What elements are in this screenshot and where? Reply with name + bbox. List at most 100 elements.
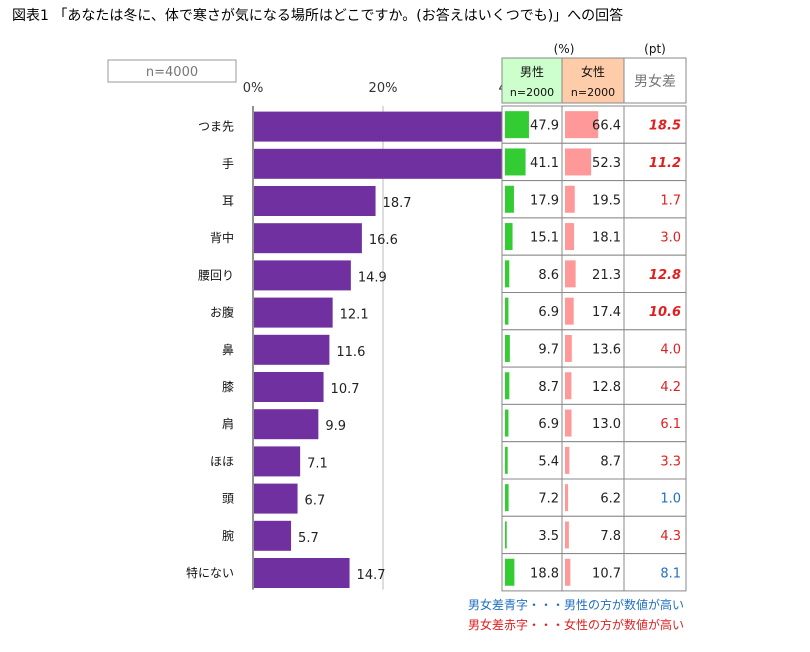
male-bar (505, 297, 509, 325)
female-value: 10.7 (592, 566, 621, 581)
diff-value: 12.8 (649, 268, 681, 283)
male-value: 3.5 (538, 529, 559, 544)
category-label: 腕 (222, 528, 234, 543)
diff-cell (623, 403, 687, 443)
female-bar (565, 185, 575, 213)
diff-value: 1.7 (660, 193, 681, 208)
female-value: 19.5 (592, 193, 621, 208)
bar (254, 409, 319, 440)
value-label: 18.7 (383, 196, 412, 211)
male-value: 8.7 (538, 380, 559, 395)
value-label: 12.1 (340, 308, 369, 323)
female-bar (565, 297, 574, 325)
male-n: n=2000 (510, 86, 554, 99)
diff-header-bg (623, 57, 687, 104)
male-value: 6.9 (538, 417, 559, 432)
bar (254, 558, 350, 588)
female-header-bg (561, 57, 625, 104)
male-cell (501, 403, 563, 443)
female-cell (561, 403, 625, 443)
category-label: つま先 (198, 120, 234, 134)
female-value: 6.2 (600, 492, 621, 507)
male-bar (505, 185, 514, 213)
value-label: 5.7 (298, 531, 319, 546)
female-value: 18.1 (592, 231, 621, 246)
diff-cell (623, 329, 687, 368)
diff-cell (623, 478, 687, 517)
diff-value: 3.3 (660, 454, 681, 469)
female-value: 12.8 (592, 380, 621, 395)
chart-title: 図表1 「あなたは冬に、体で寒さが気になる場所はどこですか。(お答えはいくつでも… (12, 7, 623, 24)
diff-value: 10.6 (649, 305, 681, 320)
diff-cell (623, 515, 687, 555)
male-bar (505, 484, 509, 512)
male-cell (501, 292, 563, 331)
value-labels: 57.146.718.716.614.912.111.610.79.97.16.… (298, 122, 661, 583)
male-header: 男性 (520, 65, 544, 79)
male-bar (505, 223, 513, 251)
female-bar (565, 409, 572, 437)
female-cell (561, 478, 625, 517)
female-cell (561, 515, 625, 555)
male-value: 18.8 (530, 566, 559, 581)
male-value: 17.9 (530, 193, 559, 208)
bar (254, 223, 362, 254)
category-label: お腹 (210, 306, 234, 320)
category-label: 腰回り (198, 268, 234, 282)
category-label: 頭 (222, 492, 234, 506)
x-tick-label: 20% (369, 81, 398, 96)
note-blue: 男女差青字・・・男性の方が数値が高い (468, 597, 684, 612)
category-label: 耳 (222, 194, 234, 208)
diff-value: 6.1 (660, 417, 681, 432)
female-bar (565, 558, 571, 586)
female-cell (561, 553, 625, 592)
male-value: 47.9 (530, 119, 559, 134)
category-label: 手 (222, 157, 234, 171)
category-label: 特にない (186, 565, 234, 580)
male-bar (505, 260, 510, 288)
diff-cell (623, 441, 687, 480)
value-label: 16.6 (369, 233, 398, 248)
male-bar (505, 148, 526, 176)
diff-value: 11.2 (649, 156, 681, 171)
female-value: 66.4 (592, 119, 621, 134)
female-bar (565, 521, 569, 549)
male-bar (505, 334, 510, 362)
diff-value: 1.0 (660, 492, 681, 507)
sample-size-box (107, 59, 237, 83)
female-value: 7.8 (600, 529, 621, 544)
male-cell (501, 515, 563, 555)
male-value: 6.9 (538, 305, 559, 320)
value-label: 14.7 (357, 568, 386, 583)
female-value: 21.3 (592, 268, 621, 283)
diff-value: 3.0 (660, 231, 681, 246)
value-label: 11.6 (336, 345, 365, 360)
male-value: 9.7 (538, 342, 559, 357)
female-bar (565, 223, 575, 251)
percent-unit-label: (%) (554, 42, 575, 56)
female-n: n=2000 (571, 86, 615, 99)
note-red: 男女差赤字・・・女性の方が数値が高い (468, 617, 684, 632)
value-label: 9.9 (325, 419, 346, 434)
female-bar (565, 148, 592, 176)
diff-header: 男女差 (634, 73, 676, 90)
value-label: 7.1 (307, 456, 328, 471)
bar (254, 483, 298, 514)
x-tick-label: 0% (243, 81, 264, 96)
category-label: 鼻 (222, 342, 234, 357)
diff-cell (623, 254, 687, 293)
category-label: 背中 (210, 230, 234, 245)
diff-value: 8.1 (660, 566, 681, 581)
diff-cell (623, 553, 687, 592)
male-bar (505, 372, 510, 400)
male-bar (505, 409, 509, 437)
gender-table: 男性 n=2000 女性 n=2000 男女差 47.9 66.4 18.5 41.1… (501, 57, 687, 592)
female-value: 8.7 (600, 454, 621, 469)
male-value: 41.1 (530, 156, 559, 171)
male-value: 5.4 (538, 454, 559, 469)
female-value: 13.0 (592, 417, 621, 432)
male-cell (501, 329, 563, 368)
value-label: 14.9 (358, 270, 387, 285)
female-bar (565, 446, 570, 474)
